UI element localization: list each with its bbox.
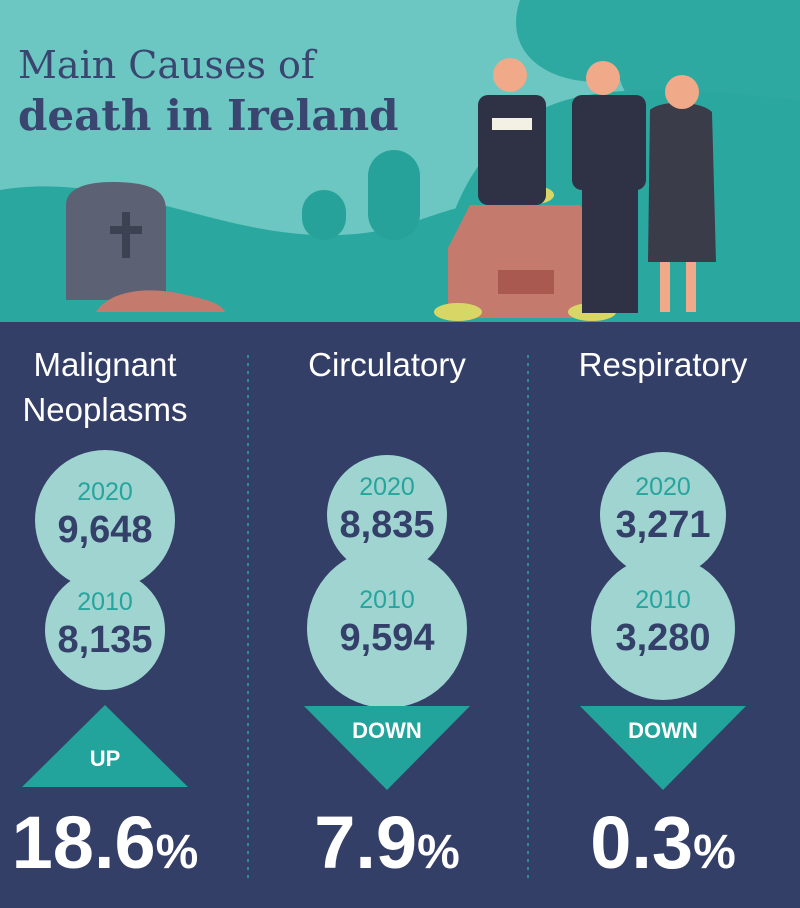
year-label: 2020 <box>77 478 133 506</box>
trend-label: DOWN <box>628 718 698 743</box>
title-line: Main Causes of <box>18 43 318 87</box>
year-label: 2010 <box>77 588 133 616</box>
change-unit: % <box>156 826 199 879</box>
value: 9,648 <box>57 509 152 551</box>
change-unit: % <box>693 826 736 879</box>
year-label: 2010 <box>359 586 415 614</box>
change-unit: % <box>417 826 460 879</box>
cause-name: Neoplasms <box>22 391 187 428</box>
bubble <box>591 556 735 700</box>
year-label: 2010 <box>635 586 691 614</box>
value: 3,271 <box>615 504 710 546</box>
change: 18.6% <box>12 801 199 884</box>
value: 9,594 <box>339 617 434 659</box>
trend-label: UP <box>90 746 121 771</box>
trend-arrow <box>304 706 470 790</box>
bubble <box>307 548 467 708</box>
change: 7.9% <box>314 801 460 884</box>
change-value: 18.6 <box>12 801 156 884</box>
cause-name: Malignant <box>33 346 176 383</box>
change-value: 7.9 <box>314 801 417 884</box>
change-value: 0.3 <box>590 801 693 884</box>
value: 8,135 <box>57 619 152 661</box>
trend-arrow <box>22 705 188 787</box>
bubble <box>327 455 447 575</box>
bubble <box>600 452 726 578</box>
trend-label: DOWN <box>352 718 422 743</box>
year-label: 2020 <box>635 473 691 501</box>
bubble <box>45 570 165 690</box>
trend-arrow <box>580 706 746 790</box>
value: 8,835 <box>339 504 434 546</box>
cause-name: Respiratory <box>579 346 748 383</box>
bubble <box>35 450 175 590</box>
year-label: 2020 <box>359 473 415 501</box>
columns: Malignant Neoplasms 2020 9,648 2010 8,135 UP 18… <box>12 346 748 884</box>
cause-name: Circulatory <box>308 346 466 383</box>
value: 3,280 <box>615 617 710 659</box>
title-line: death in Ireland <box>18 91 399 140</box>
change: 0.3% <box>590 801 736 884</box>
illustration <box>0 0 800 322</box>
